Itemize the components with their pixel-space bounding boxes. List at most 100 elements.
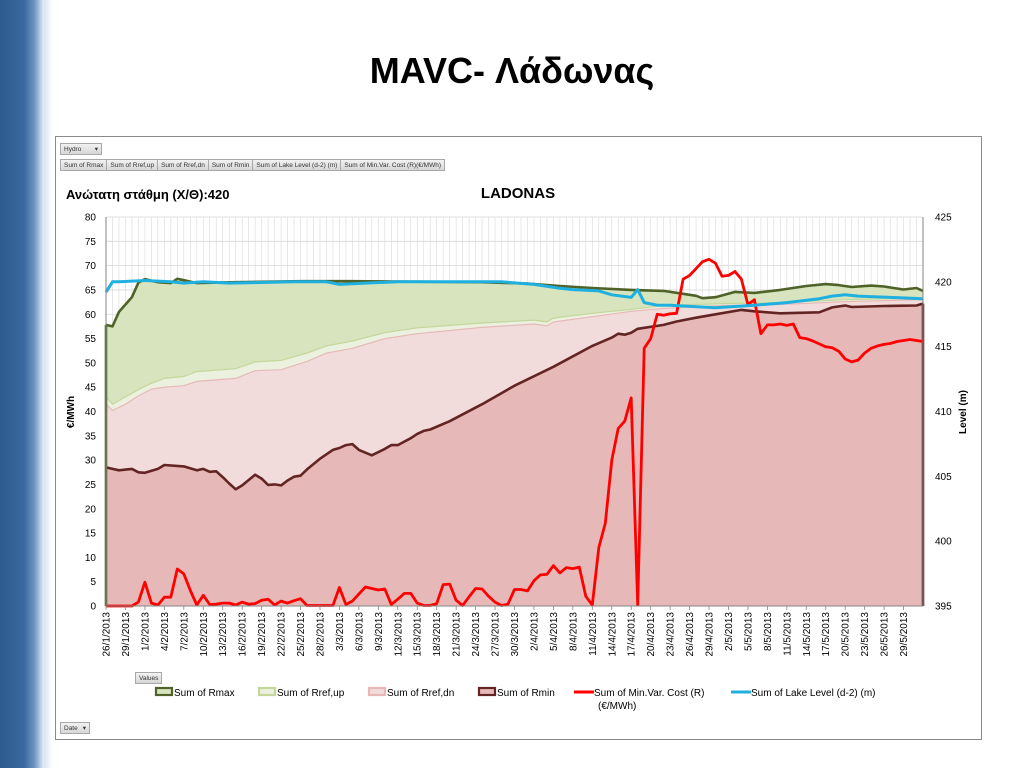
- legend-label-rmin: Sum of Rmin: [497, 688, 555, 699]
- filter-button-hydro[interactable]: Hydro ▾: [60, 143, 102, 155]
- x-tick-label: 26/5/2013: [880, 612, 891, 657]
- chart-title: LADONAS: [481, 185, 555, 202]
- x-tick-label: 13/2/2013: [218, 612, 229, 657]
- line-rrefup: [105, 297, 924, 405]
- x-tick-label: 23/4/2013: [666, 612, 677, 657]
- x-tick-label: 2/5/2013: [724, 612, 735, 651]
- axis-field-label: Date: [64, 725, 78, 732]
- x-tick-label: 8/4/2013: [568, 612, 579, 651]
- filter-dropdown-icon: ▾: [94, 146, 98, 153]
- area-rmin: [106, 303, 923, 606]
- y-tick-label: 30: [85, 456, 97, 467]
- slide-side-bar: [0, 0, 52, 768]
- x-tick-label: 29/5/2013: [899, 612, 910, 657]
- legend-label-rrefup: Sum of Rref,up: [277, 688, 345, 699]
- y-tick-label: 20: [85, 504, 97, 515]
- line-rmin: [105, 302, 924, 491]
- legend-label-rrefdn: Sum of Rref,dn: [387, 688, 454, 699]
- x-tick-label: 8/5/2013: [763, 612, 774, 651]
- value-button-rrefdn[interactable]: Sum of Rref,dn: [158, 159, 209, 171]
- y2-tick-label: 405: [935, 472, 952, 483]
- y-tick-label: 25: [85, 480, 97, 491]
- chart-frame: Hydro ▾ Sum of Rmax Sum of Rref,up Sum o…: [55, 136, 982, 740]
- x-tick-label: 4/2/2013: [160, 612, 171, 651]
- y-tick-label: 5: [90, 577, 96, 588]
- y-tick-label: 80: [85, 213, 97, 224]
- legend-label-cost: Sum of Min.Var. Cost (R) (€/MWh): [594, 688, 704, 712]
- y2-tick-label: 400: [935, 537, 952, 548]
- x-tick-label: 19/2/2013: [257, 612, 268, 657]
- line-lake-level: [104, 279, 924, 310]
- x-tick-label: 7/2/2013: [179, 612, 190, 651]
- x-tick-label: 1/2/2013: [140, 612, 151, 651]
- legend-label-lake: Sum of Lake Level (d-2) (m): [751, 688, 876, 699]
- value-field-buttons: Sum of Rmax Sum of Rref,up Sum of Rref,d…: [60, 159, 445, 171]
- annotation-max-level: Ανώτατη στάθμη (Χ/Θ):420: [66, 187, 229, 202]
- legend-swatch-rmin: [477, 686, 497, 697]
- x-tick-label: 5/5/2013: [743, 612, 754, 651]
- slide-title: MAVC- Λάδωνας: [369, 50, 655, 91]
- y-tick-label: 60: [85, 310, 97, 321]
- chart: Ανώτατη στάθμη (Χ/Θ):420 LADONAS €/MWh L…: [66, 185, 969, 712]
- x-tick-label: 29/1/2013: [121, 612, 132, 657]
- y2-tick-label: 420: [935, 277, 952, 288]
- line-cost: [106, 257, 924, 608]
- x-tick-label: 9/3/2013: [374, 612, 385, 651]
- axes: 0 5 10 15 20 25 30 35 40 45 50 55 60 65 70 75 80 395 400 40…: [85, 213, 952, 657]
- y-tick-label: 50: [85, 358, 97, 369]
- x-tick-label: 15/3/2013: [413, 612, 424, 657]
- x-tick-label: 14/5/2013: [802, 612, 813, 657]
- axis-field-button-date[interactable]: Date ▾: [60, 722, 90, 734]
- x-tick-label: 23/5/2013: [860, 612, 871, 657]
- x-tick-label: 25/2/2013: [296, 612, 307, 657]
- x-tick-label: 28/2/2013: [315, 612, 326, 657]
- value-button-rrefup[interactable]: Sum of Rref,up: [107, 159, 159, 171]
- value-button-rmax[interactable]: Sum of Rmax: [60, 159, 108, 171]
- x-tick-label: 20/4/2013: [646, 612, 657, 657]
- y2-axis-label: Level (m): [958, 390, 969, 434]
- x-tick-label: 18/3/2013: [432, 612, 443, 657]
- value-button-min-var-cost[interactable]: Sum of Min.Var. Cost (R)(€/MWh): [341, 159, 445, 171]
- values-button[interactable]: Values: [135, 672, 163, 684]
- x-tick-label: 14/4/2013: [607, 612, 618, 657]
- y-tick-label: 35: [85, 431, 97, 442]
- y2-tick-label: 395: [935, 602, 952, 613]
- x-tick-label: 24/3/2013: [471, 612, 482, 657]
- line-rrefdn: [105, 299, 924, 412]
- value-button-lake-level[interactable]: Sum of Lake Level (d-2) (m): [253, 159, 342, 171]
- x-tick-label: 22/2/2013: [277, 612, 288, 657]
- x-tick-label: 2/4/2013: [529, 612, 540, 651]
- x-tick-label: 27/3/2013: [491, 612, 502, 657]
- x-tick-label: 10/2/2013: [199, 612, 210, 657]
- y2-tick-label: 425: [935, 213, 952, 224]
- legend-label-rmax: Sum of Rmax: [174, 688, 235, 699]
- x-tick-label: 17/5/2013: [821, 612, 832, 657]
- y-tick-label: 70: [85, 261, 97, 272]
- legend: Sum of Rmax Sum of Rref,up Sum of Rref,dn S…: [154, 686, 876, 712]
- y-axis-label: €/MWh: [66, 396, 77, 428]
- x-tick-label: 12/3/2013: [393, 612, 404, 657]
- x-tick-label: 6/3/2013: [354, 612, 365, 651]
- y2-tick-label: 415: [935, 342, 952, 353]
- x-tick-label: 11/4/2013: [588, 612, 599, 656]
- y2-tick-label: 410: [935, 407, 952, 418]
- value-button-rmin[interactable]: Sum of Rmin: [208, 159, 254, 171]
- y-tick-label: 15: [85, 529, 97, 540]
- legend-swatch-rmax: [154, 686, 174, 697]
- x-tick-label: 16/2/2013: [238, 612, 249, 657]
- x-tick-label: 29/4/2013: [705, 612, 716, 657]
- x-tick-label: 30/3/2013: [510, 612, 521, 657]
- x-tick-label: 20/5/2013: [841, 612, 852, 657]
- y-tick-label: 45: [85, 383, 97, 394]
- x-tick-label: 26/4/2013: [685, 612, 696, 657]
- x-tick-label: 5/4/2013: [549, 612, 560, 651]
- axis-dropdown-icon: ▾: [82, 725, 86, 732]
- line-series: [104, 257, 925, 608]
- x-tick-label: 21/3/2013: [452, 612, 463, 657]
- y-tick-label: 55: [85, 334, 97, 345]
- legend-swatch-rrefup: [257, 686, 277, 697]
- area-series: [106, 278, 923, 606]
- x-tick-label: 3/3/2013: [335, 612, 346, 651]
- legend-swatch-rrefdn: [367, 686, 387, 697]
- y-tick-label: 0: [90, 602, 96, 613]
